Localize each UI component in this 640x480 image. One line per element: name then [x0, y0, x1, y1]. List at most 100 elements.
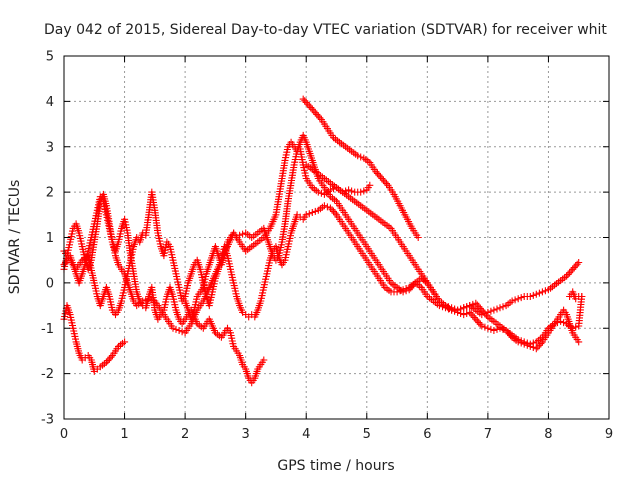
- data-point: [451, 305, 459, 313]
- data-point: [567, 267, 575, 275]
- data-point: [490, 327, 498, 334]
- data-point: [575, 338, 583, 346]
- data-point: [532, 290, 540, 298]
- y-tick-label: -1: [41, 322, 54, 337]
- data-point: [463, 310, 471, 317]
- x-tick-label: 0: [60, 427, 68, 442]
- data-point: [354, 152, 362, 160]
- data-point: [172, 325, 180, 333]
- y-tick-label: 3: [46, 140, 54, 155]
- data-point: [490, 306, 498, 314]
- data-point: [487, 325, 495, 333]
- data-point: [460, 311, 468, 319]
- data-point: [476, 320, 484, 328]
- y-axis-title: SDTVAR / TECUs: [7, 180, 23, 295]
- data-point: [484, 324, 492, 332]
- data-point: [301, 97, 309, 105]
- data-point: [529, 291, 537, 299]
- x-axis-title: GPS time / hours: [277, 458, 394, 474]
- data-point: [360, 187, 368, 195]
- data-point: [348, 187, 356, 195]
- data-point: [472, 315, 480, 323]
- data-point: [399, 288, 407, 296]
- data-point: [472, 299, 480, 307]
- data-point: [178, 328, 186, 336]
- data-point: [260, 356, 268, 364]
- data-point: [482, 311, 490, 319]
- data-point: [311, 109, 319, 117]
- data-point: [564, 270, 572, 278]
- data-point: [514, 336, 522, 344]
- data-point: [526, 340, 534, 348]
- data-point: [478, 306, 486, 314]
- data-point: [560, 319, 568, 327]
- data-point: [534, 343, 542, 351]
- data-point: [529, 339, 537, 347]
- data-layer: [60, 95, 586, 387]
- data-point: [330, 207, 337, 215]
- data-point: [299, 95, 307, 103]
- data-point: [563, 272, 571, 280]
- data-point: [532, 345, 540, 353]
- data-point: [331, 209, 339, 217]
- data-point: [470, 314, 478, 321]
- data-point: [407, 284, 415, 292]
- x-tick-label: 6: [423, 427, 431, 442]
- data-point: [442, 302, 449, 310]
- data-point: [514, 295, 522, 303]
- data-point: [236, 231, 244, 239]
- y-tick-label: -2: [41, 367, 54, 382]
- chart-title: Day 042 of 2015, Sidereal Day-to-day VTE…: [44, 22, 607, 38]
- data-point: [379, 176, 387, 184]
- data-point: [508, 297, 516, 305]
- series-track-4: [60, 193, 268, 387]
- data-point: [454, 306, 462, 314]
- data-point: [457, 305, 465, 313]
- data-point: [366, 181, 374, 189]
- data-point: [414, 234, 422, 241]
- data-point: [375, 171, 383, 179]
- data-point: [511, 296, 519, 304]
- y-tick-label: -3: [41, 413, 54, 428]
- y-tick-label: 0: [46, 276, 54, 291]
- data-point: [307, 104, 315, 112]
- data-point: [328, 206, 336, 214]
- data-point: [463, 303, 471, 311]
- data-point: [405, 286, 413, 294]
- data-point: [481, 323, 489, 331]
- data-point: [373, 169, 381, 177]
- data-point: [538, 288, 546, 296]
- data-point: [104, 357, 112, 365]
- data-point: [526, 293, 534, 300]
- data-point: [304, 100, 312, 108]
- x-tick-label: 5: [363, 427, 371, 442]
- series-track-3: [60, 302, 129, 375]
- data-point: [308, 209, 316, 216]
- data-point: [475, 319, 483, 327]
- data-point: [466, 302, 474, 310]
- data-point: [460, 304, 468, 312]
- data-point: [408, 282, 416, 290]
- x-tick-label: 8: [544, 427, 552, 442]
- data-point: [535, 289, 543, 297]
- data-point: [535, 341, 543, 349]
- data-point: [314, 112, 322, 120]
- data-point: [493, 325, 501, 333]
- data-point: [575, 259, 583, 266]
- y-tick-label: 2: [46, 186, 54, 201]
- data-point: [566, 269, 574, 277]
- y-tick-label: 5: [46, 50, 54, 65]
- data-point: [517, 337, 525, 345]
- data-point: [473, 317, 481, 325]
- data-point: [572, 262, 580, 270]
- data-point: [517, 294, 525, 302]
- data-point: [554, 319, 561, 327]
- data-point: [496, 304, 504, 312]
- data-point: [499, 303, 507, 311]
- data-point: [320, 202, 328, 210]
- data-point: [302, 99, 310, 106]
- y-tick-label: 4: [46, 95, 54, 110]
- data-point: [314, 188, 322, 196]
- data-point: [372, 168, 380, 176]
